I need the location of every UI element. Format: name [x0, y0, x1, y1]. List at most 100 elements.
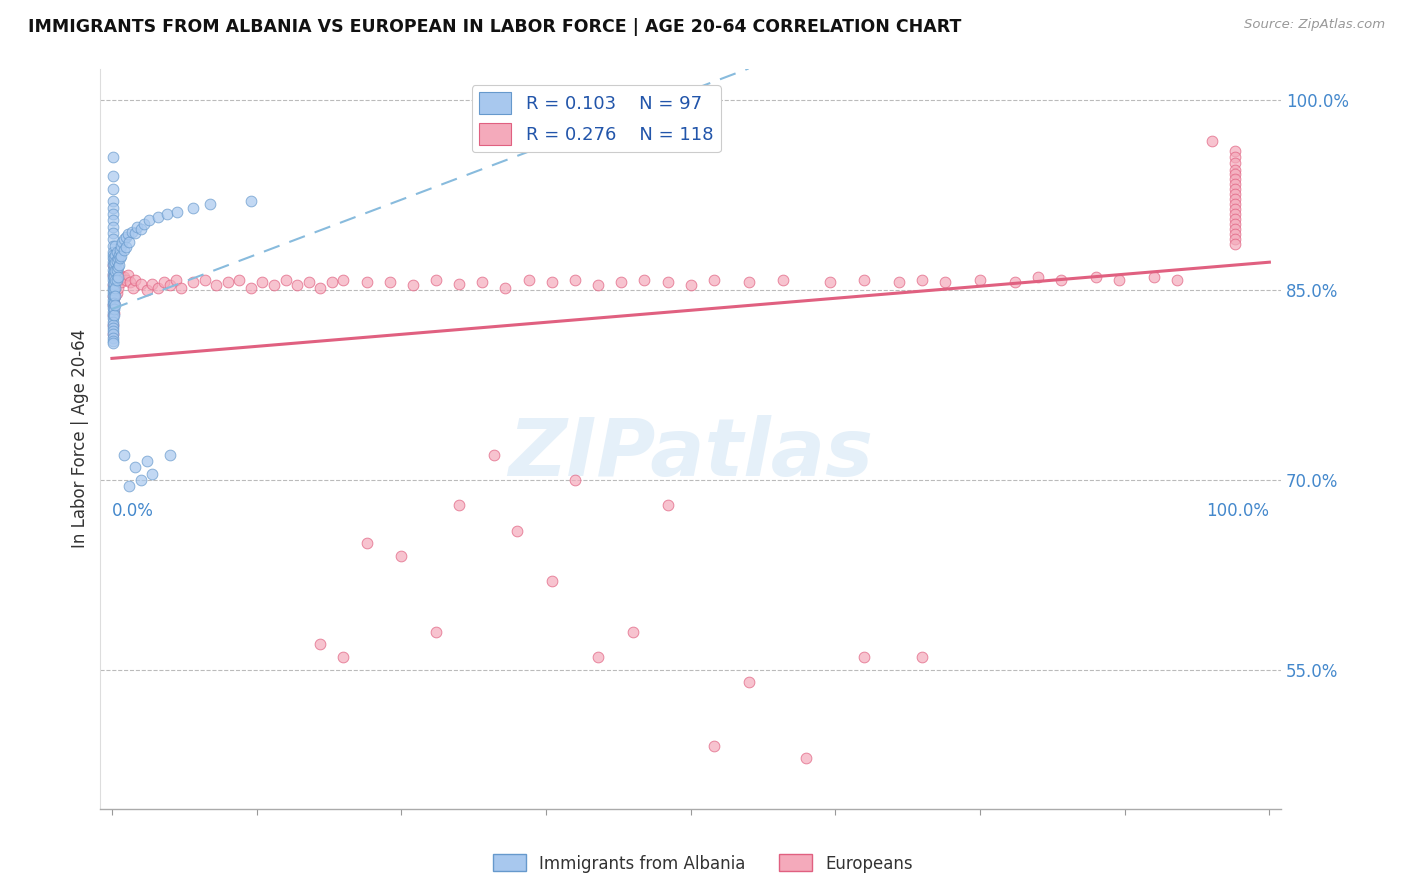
Point	[564, 473, 586, 487]
Point	[148, 280, 170, 294]
Point	[252, 276, 274, 290]
Point	[378, 276, 401, 290]
Point	[911, 650, 934, 665]
Point	[205, 277, 228, 292]
Text: Source: ZipAtlas.com: Source: ZipAtlas.com	[1244, 18, 1385, 31]
Point	[110, 249, 132, 263]
Point	[1223, 237, 1246, 252]
Point	[737, 675, 759, 690]
Legend: Immigrants from Albania, Europeans: Immigrants from Albania, Europeans	[486, 847, 920, 880]
Point	[124, 226, 146, 240]
Text: 0.0%: 0.0%	[112, 501, 153, 520]
Point	[166, 204, 188, 219]
Point	[621, 624, 644, 639]
Point	[170, 280, 193, 294]
Point	[103, 301, 125, 316]
Point	[564, 273, 586, 287]
Point	[107, 252, 129, 266]
Point	[103, 277, 125, 291]
Point	[101, 255, 124, 269]
Point	[1223, 232, 1246, 246]
Point	[101, 258, 124, 272]
Point	[517, 273, 540, 287]
Point	[114, 273, 136, 287]
Point	[101, 334, 124, 348]
Point	[105, 273, 128, 287]
Point	[969, 273, 991, 287]
Point	[263, 277, 285, 292]
Point	[911, 273, 934, 287]
Point	[114, 230, 136, 244]
Point	[118, 235, 141, 249]
Point	[309, 280, 332, 294]
Point	[332, 650, 354, 665]
Point	[103, 283, 125, 297]
Point	[120, 276, 142, 290]
Point	[332, 273, 354, 287]
Point	[103, 270, 125, 285]
Point	[101, 309, 124, 323]
Point	[104, 273, 127, 287]
Point	[853, 273, 876, 287]
Point	[110, 276, 132, 290]
Point	[101, 258, 124, 272]
Point	[101, 201, 124, 215]
Point	[104, 289, 127, 303]
Point	[586, 277, 609, 292]
Point	[425, 624, 447, 639]
Point	[239, 280, 262, 294]
Point	[101, 285, 124, 300]
Point	[101, 327, 124, 342]
Point	[1223, 217, 1246, 231]
Point	[104, 277, 127, 291]
Point	[471, 276, 494, 290]
Point	[117, 227, 139, 242]
Point	[193, 273, 215, 287]
Point	[129, 222, 152, 236]
Y-axis label: In Labor Force | Age 20-64: In Labor Force | Age 20-64	[72, 329, 89, 549]
Point	[101, 219, 124, 234]
Point	[141, 277, 163, 291]
Point	[107, 270, 129, 285]
Point	[101, 280, 124, 294]
Point	[138, 213, 160, 227]
Point	[101, 315, 124, 329]
Point	[239, 194, 262, 209]
Point	[1223, 144, 1246, 158]
Point	[934, 276, 956, 290]
Point	[105, 254, 128, 268]
Point	[101, 270, 124, 285]
Point	[101, 267, 124, 281]
Point	[107, 268, 129, 282]
Point	[127, 219, 149, 234]
Point	[110, 238, 132, 252]
Point	[356, 536, 378, 550]
Point	[506, 524, 529, 538]
Point	[101, 324, 124, 338]
Point	[1223, 171, 1246, 186]
Point	[425, 273, 447, 287]
Point	[117, 268, 139, 282]
Point	[181, 201, 204, 215]
Point	[389, 549, 412, 563]
Point	[101, 295, 124, 310]
Point	[141, 467, 163, 481]
Point	[853, 650, 876, 665]
Point	[101, 293, 124, 308]
Point	[108, 252, 131, 266]
Point	[495, 280, 517, 294]
Point	[103, 264, 125, 278]
Point	[101, 310, 124, 325]
Point	[101, 289, 124, 303]
Point	[108, 258, 131, 272]
Point	[156, 207, 179, 221]
Point	[228, 273, 250, 287]
Point	[679, 277, 702, 292]
Point	[1223, 186, 1246, 201]
Point	[105, 262, 128, 277]
Point	[112, 243, 135, 257]
Point	[1026, 270, 1049, 285]
Point	[114, 240, 136, 254]
Legend: R = 0.103    N = 97, R = 0.276    N = 118: R = 0.103 N = 97, R = 0.276 N = 118	[472, 85, 721, 153]
Point	[657, 276, 679, 290]
